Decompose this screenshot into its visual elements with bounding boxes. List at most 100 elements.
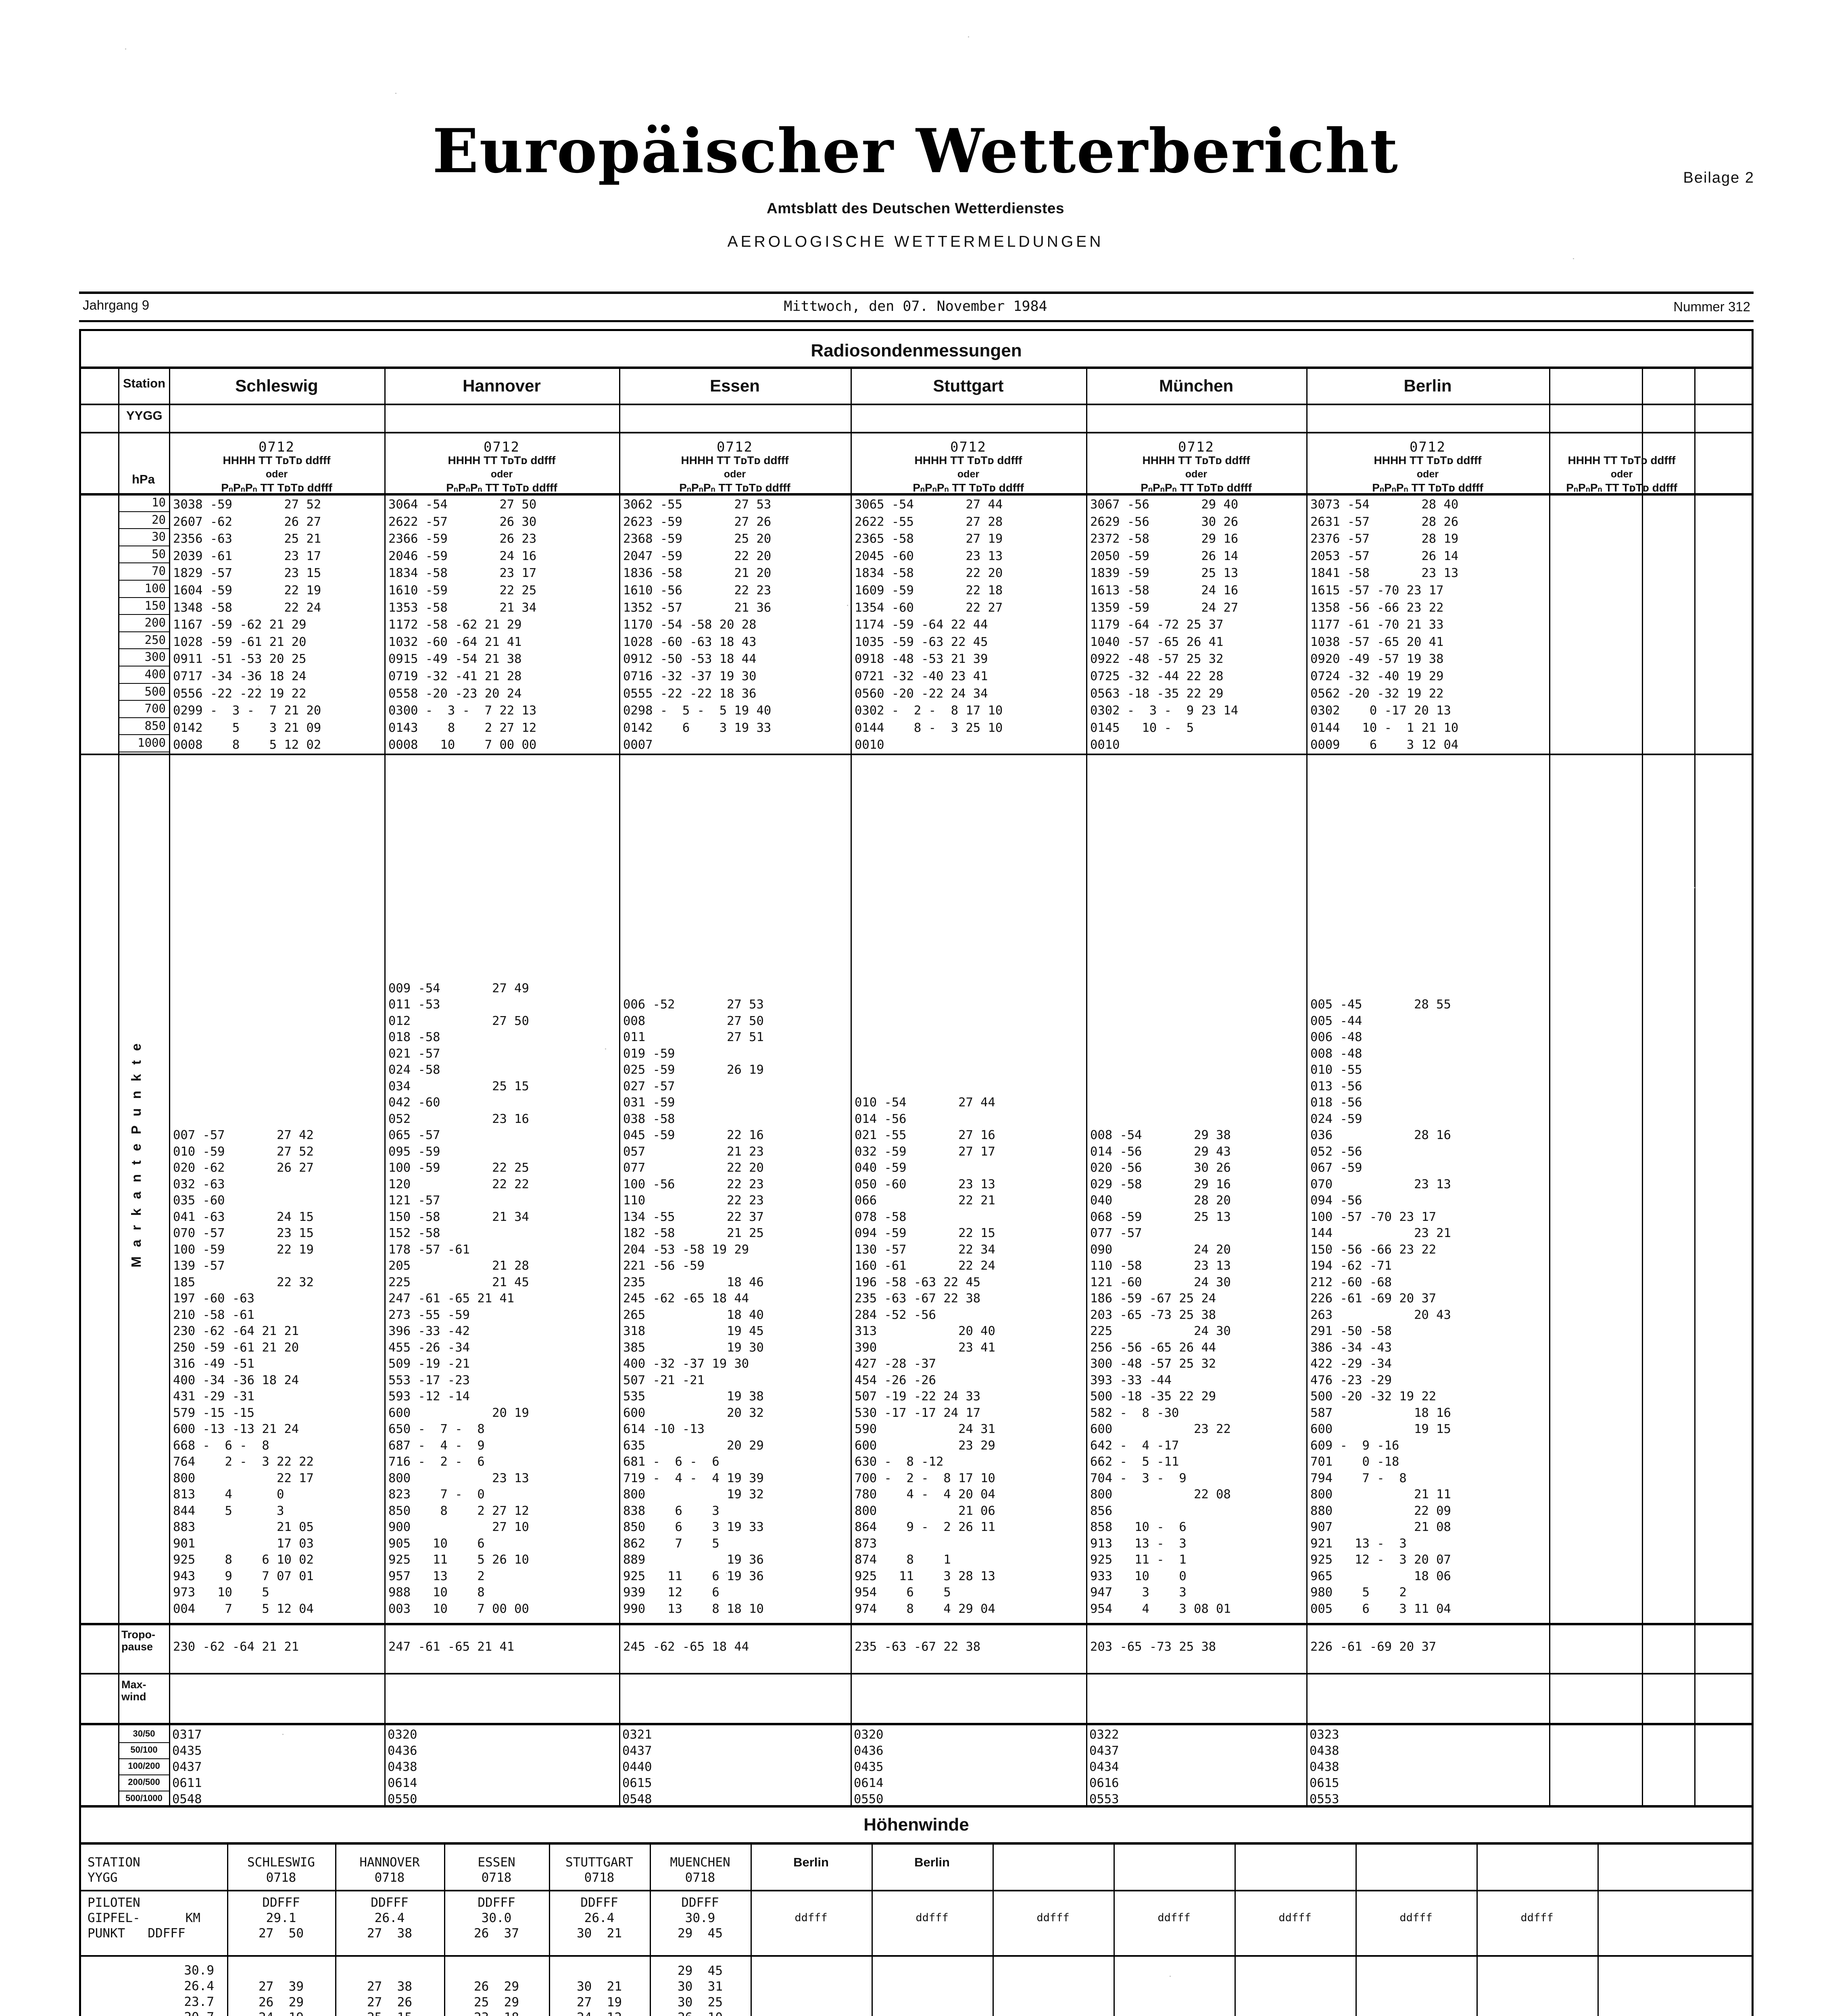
station-name-münchen: München <box>1159 376 1234 395</box>
hw-ddfff-label-0: DDFFF <box>262 1895 300 1910</box>
hw-ddfff-small-10: ddfff <box>1399 1912 1433 1924</box>
tropopause-berlin: 226 -61 -69 20 37 <box>1310 1640 1437 1654</box>
pressure-level-100: 100 <box>144 581 166 595</box>
station-time-essen: 0712 <box>717 439 753 455</box>
level-divider <box>118 648 169 650</box>
hw-height-23.7: 23.7 <box>184 1994 214 2009</box>
hw-ddfff-small-5: ddfff <box>795 1912 828 1924</box>
pressure-level-850: 850 <box>144 719 166 733</box>
hw-station-essen-2: ESSEN <box>478 1855 515 1870</box>
maxwind-divider <box>118 1774 169 1775</box>
hw-ddfff-label-3: DDFFF <box>580 1895 618 1910</box>
scan-speck <box>258 685 259 687</box>
station-name-schleswig: Schleswig <box>235 376 318 395</box>
scan-speck <box>968 36 969 37</box>
label-tropopause: Tropo- pause <box>121 1629 155 1653</box>
tropopause-münchen: 203 -65 -73 25 38 <box>1090 1640 1216 1654</box>
station-name-essen: Essen <box>710 376 760 395</box>
hw-ddfff-label-1: DDFFF <box>371 1895 409 1910</box>
level-divider <box>118 562 169 564</box>
pressure-level-400: 400 <box>144 667 166 681</box>
hw-time-0: 0718 <box>266 1870 296 1885</box>
scan-speck <box>1331 1250 1332 1251</box>
hw-station-muenchen-4: MUENCHEN <box>670 1855 730 1870</box>
markante-block-stuttgart: 010 -54 27 44 014 -56 021 -55 27 16 032 … <box>855 1095 995 1616</box>
report-frame: Radiosondenmessungen Station <box>79 329 1754 2016</box>
maxwind-divider <box>118 1758 169 1759</box>
maxwind-block-stuttgart: 0320 0436 0435 0614 0550 <box>854 1728 884 1806</box>
label-hw-yygg: YYGG <box>88 1870 118 1885</box>
label-yygg: YYGG <box>126 408 163 423</box>
markante-block-schleswig: 007 -57 27 42 010 -59 27 52 020 -62 26 2… <box>173 1128 314 1616</box>
maxwind-block-hannover: 0320 0436 0438 0614 0550 <box>388 1728 417 1806</box>
maxwind-level-500-1000: 500/1000 <box>125 1793 163 1803</box>
standard-block-münchen: 3067 -56 29 40 2629 -56 30 26 2372 -58 2… <box>1090 498 1239 752</box>
pressure-level-150: 150 <box>144 598 166 612</box>
header-rule-top <box>79 292 1754 294</box>
maxwind-divider <box>118 1807 169 1808</box>
hw-station-berlin-6: Berlin <box>914 1855 950 1869</box>
hw-ddfff-small-11: ddfff <box>1520 1912 1554 1924</box>
header-rule-bottom <box>79 320 1754 322</box>
hw-height-20.7: 20.7 <box>142 2010 214 2016</box>
level-divider <box>118 528 169 529</box>
pressure-level-250: 250 <box>144 633 166 647</box>
hw-ddfff-small-8: ddfff <box>1157 1912 1191 1924</box>
scan-speck <box>726 1572 727 1574</box>
label-station: Station <box>123 376 166 390</box>
hw-time-1: 0718 <box>374 1870 405 1885</box>
hw-gipfel-km-1: 26.4 <box>374 1911 405 1925</box>
pressure-level-700: 700 <box>144 702 166 716</box>
pressure-level-20: 20 <box>152 512 166 527</box>
tropopause-schleswig: 230 -62 -64 21 21 <box>173 1640 299 1654</box>
scan-speck <box>282 1734 284 1735</box>
standard-block-stuttgart: 3065 -54 27 44 2622 -55 27 28 2365 -58 2… <box>855 498 1003 752</box>
hw-gipfel-ddfff-1: 27 38 <box>367 1926 412 1941</box>
subtitle-aerologische: AEROLOGISCHE WETTERMELDUNGEN <box>727 233 1104 250</box>
level-divider <box>118 580 169 581</box>
markante-block-berlin: 005 -45 28 55 005 -44 006 -48 008 -48 01… <box>1310 998 1451 1616</box>
station-time-stuttgart: 0712 <box>950 439 986 455</box>
scan-speck <box>1573 258 1574 259</box>
level-divider <box>118 683 169 684</box>
markante-block-essen: 006 -52 27 53 008 27 50 011 27 51 019 -5… <box>623 998 764 1616</box>
station-name-hannover: Hannover <box>463 376 541 395</box>
hw-gipfel-km-0: 29.1 <box>266 1911 296 1925</box>
level-divider <box>118 597 169 598</box>
hw-ddfff-small-7: ddfff <box>1036 1912 1070 1924</box>
column-code-header: HHHH TT TᴅTᴅ ddfff oder PₙPₙPₙ TT TᴅTᴅ ddf… <box>1141 454 1252 494</box>
hw-station-schleswig-0: SCHLESWIG <box>247 1855 315 1870</box>
column-code-header: HHHH TT TᴅTᴅ ddfff oder PₙPₙPₙ TT TᴅTᴅ ddf… <box>446 454 557 494</box>
pressure-level-10: 10 <box>152 496 166 509</box>
level-divider <box>118 614 169 615</box>
scan-speck <box>1694 887 1695 888</box>
hw-height-26.4: 26.4 <box>184 1979 214 1993</box>
hw-wind-block-stuttgart: 30 21 27 19 24 12 24 12 23 19 24 31 24 3… <box>577 1979 622 2016</box>
hw-ddfff-label-4: DDFFF <box>681 1895 719 1910</box>
tropopause-hannover: 247 -61 -65 21 41 <box>388 1640 515 1654</box>
hw-gipfel-ddfff-3: 30 21 <box>577 1926 622 1941</box>
hw-wind-block-muenchen: 29 45 30 31 30 25 26 10 22 18 25 14 25 2… <box>678 1964 723 2016</box>
hw-ddfff-label-2: DDFFF <box>478 1895 515 1910</box>
hw-station-stuttgart-3: STUTTGART <box>565 1855 633 1870</box>
hw-gipfel-ddfff-2: 26 37 <box>474 1926 519 1941</box>
hw-wind-block-hannover: 27 38 27 26 25 15 24 17 23 18 23 29 21 3… <box>367 1979 412 2016</box>
label-hpa: hPa <box>132 472 155 486</box>
standard-block-essen: 3062 -55 27 53 2623 -59 27 26 2368 -59 2… <box>623 498 772 752</box>
nummer-label: Nummer 312 <box>1673 299 1750 314</box>
maxwind-level-200-500: 200/500 <box>128 1777 160 1787</box>
column-code-header: HHHH TT TᴅTᴅ ddfff oder PₙPₙPₙ TT TᴅTᴅ ddf… <box>913 454 1024 494</box>
label-markante-punkte: M a r k a n t e P u n k t e <box>129 1041 144 1268</box>
hw-time-2: 0718 <box>481 1870 512 1885</box>
hw-ddfff-small-9: ddfff <box>1278 1912 1312 1924</box>
pressure-level-50: 50 <box>152 547 166 561</box>
pressure-level-300: 300 <box>144 650 166 664</box>
hw-time-4: 0718 <box>685 1870 715 1885</box>
hw-gipfel-ddfff-0: 27 50 <box>259 1926 304 1941</box>
markante-block-hannover: 009 -54 27 49 011 -53 012 27 50 018 -58 … <box>388 981 529 1616</box>
jahrgang-label: Jahrgang 9 <box>83 298 150 312</box>
maxwind-level-30-50: 30/50 <box>133 1729 155 1739</box>
section-title-hoehenwinde: Höhenwinde <box>863 1815 969 1835</box>
hw-time-3: 0718 <box>584 1870 615 1885</box>
label-maxwind: Max- wind <box>121 1679 146 1703</box>
